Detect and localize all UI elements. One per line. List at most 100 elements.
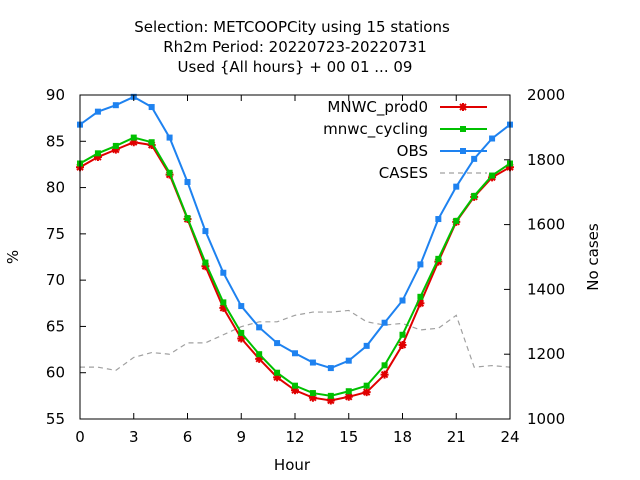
series-mnwc-cycling [77,134,513,399]
x-axis-label: Hour [274,456,311,474]
legend: MNWC_prod0 mnwc_cycling OBS CASES [323,98,487,182]
data-point [399,297,406,304]
data-point [417,261,424,268]
data-point [326,396,335,405]
data-point [166,134,173,141]
data-point [453,183,460,190]
data-point [362,388,371,397]
y2-axis-label: No cases [584,223,602,291]
y2-tick-label: 1400 [527,280,565,298]
data-point [94,150,101,157]
data-point [398,340,407,349]
data-point [327,392,334,399]
data-point [237,334,246,343]
data-point [380,370,389,379]
x-tick-label: 0 [75,428,85,446]
data-point [309,359,316,366]
y-axis-label: % [4,250,22,264]
data-point [256,324,263,331]
legend-entry: OBS [397,142,487,160]
data-point [292,382,298,389]
data-point [129,138,138,147]
series-line [79,141,511,402]
data-point [220,299,227,306]
legend-label: OBS [397,142,428,160]
data-point [148,104,155,111]
x-tick-label: 18 [393,428,412,446]
data-point [148,139,155,146]
data-point [381,362,388,369]
data-point [381,319,388,326]
x-tick-label: 3 [129,428,139,446]
data-point [130,134,137,141]
plot-layer [76,93,514,405]
data-point [292,350,298,357]
x-tick-label: 6 [183,428,193,446]
data-point [202,259,209,266]
y2-tick-label: 1600 [527,216,565,234]
data-point [112,142,119,149]
x-tick-label: 12 [285,428,304,446]
legend-label: CASES [379,164,428,182]
data-point [308,393,317,402]
data-point [238,303,245,310]
data-point [345,388,352,395]
y-tick-label: 70 [46,271,65,289]
data-point [363,382,370,389]
x-tick-label: 15 [339,428,358,446]
data-point [489,172,496,179]
data-point [435,255,442,262]
series-line [80,309,511,372]
data-point [273,373,282,382]
data-point [453,217,460,224]
data-point [363,342,370,349]
data-point [489,135,496,142]
y-tick-label: 90 [46,86,65,104]
legend-entry: CASES [379,164,487,182]
data-point [399,331,406,338]
data-point [111,145,120,154]
x-axis: 0 3 6 9 12 15 18 21 24 [75,95,520,446]
data-point [202,228,209,235]
data-point [93,153,102,162]
legend-entry: MNWC_prod0 [327,98,487,117]
data-point [274,340,281,347]
y-tick-label: 75 [46,225,65,243]
legend-entry: mnwc_cycling [323,120,487,139]
data-point [219,303,228,312]
y-tick-label: 80 [46,179,65,197]
title-line-3: Used {All hours} + 00 01 ... 09 [178,58,413,76]
data-point [238,329,245,336]
data-point [166,169,173,176]
data-point [184,179,191,186]
data-point [471,192,478,199]
y-tick-label: 55 [46,410,65,428]
series-mnwc-prod0 [76,138,514,405]
y2-tick-label: 1200 [527,345,565,363]
data-point [94,108,101,115]
title-line-1: Selection: METCOOPCity using 15 stations [134,18,450,36]
title-line-2: Rh2m Period: 20220723-20220731 [163,38,427,56]
y-axis: 55 60 65 70 75 80 85 90 [46,86,86,428]
data-point [345,357,352,364]
data-point [255,354,264,363]
y-tick-label: 60 [46,364,65,382]
chart-title: Selection: METCOOPCity using 15 stations… [134,18,450,76]
data-point [220,269,227,276]
y-tick-label: 85 [46,132,65,150]
y2-tick-label: 1000 [527,410,565,428]
series-line [79,95,511,370]
legend-label: MNWC_prod0 [327,98,428,117]
y2-tick-label: 1800 [527,151,565,169]
x-tick-label: 21 [447,428,466,446]
data-point [201,262,210,271]
data-point [274,369,281,376]
series-cases [80,309,511,372]
data-point [256,351,263,358]
data-point [112,102,119,109]
data-point [471,155,478,162]
legend-marker [460,126,466,132]
data-point [435,216,442,223]
legend-marker [459,103,467,111]
